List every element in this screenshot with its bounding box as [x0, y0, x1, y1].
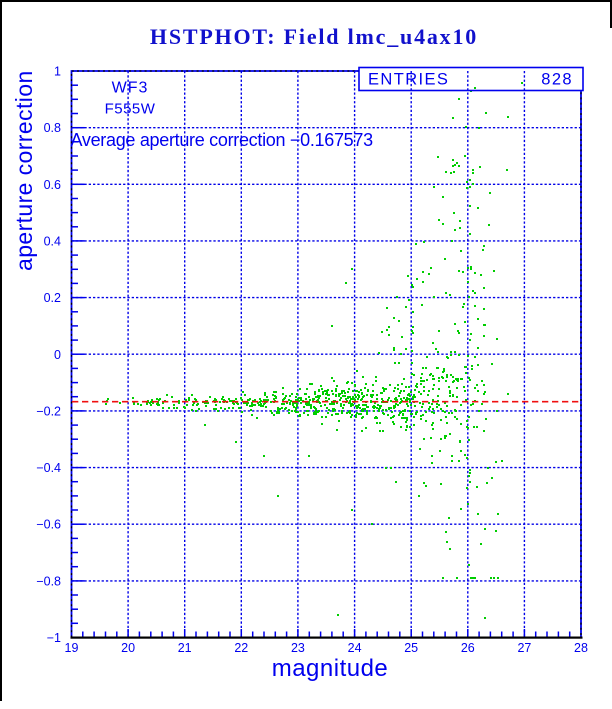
svg-text:−0.4: −0.4	[36, 461, 61, 475]
svg-text:−0.6: −0.6	[36, 518, 61, 532]
svg-text:0: 0	[54, 348, 61, 362]
svg-text:28: 28	[574, 641, 588, 655]
svg-text:22: 22	[234, 641, 248, 655]
svg-text:Average aperture correction −0: Average aperture correction −0.167573	[71, 130, 374, 150]
svg-text:0.6: 0.6	[44, 178, 61, 192]
svg-text:F555W: F555W	[105, 101, 156, 118]
svg-text:26: 26	[461, 641, 475, 655]
svg-text:1: 1	[54, 65, 61, 79]
svg-text:HSTPHOT: Field lmc_u4ax10: HSTPHOT: Field lmc_u4ax10	[150, 24, 478, 49]
svg-text:20: 20	[121, 641, 135, 655]
svg-text:27: 27	[517, 641, 531, 655]
svg-text:21: 21	[178, 641, 192, 655]
svg-text:0.4: 0.4	[44, 234, 61, 248]
svg-text:24: 24	[348, 641, 362, 655]
svg-text:ENTRIES: ENTRIES	[368, 71, 449, 89]
svg-text:0.2: 0.2	[44, 291, 61, 305]
svg-text:25: 25	[404, 641, 418, 655]
svg-text:0.8: 0.8	[44, 121, 61, 135]
svg-text:−0.8: −0.8	[36, 574, 61, 588]
svg-text:−0.2: −0.2	[36, 404, 61, 418]
svg-text:−1: −1	[47, 631, 61, 645]
svg-text:19: 19	[65, 641, 79, 655]
svg-text:828: 828	[541, 71, 573, 89]
svg-text:aperture correction: aperture correction	[11, 70, 37, 271]
svg-text:23: 23	[291, 641, 305, 655]
svg-text:WF3: WF3	[112, 80, 149, 97]
svg-text:magnitude: magnitude	[272, 655, 389, 682]
